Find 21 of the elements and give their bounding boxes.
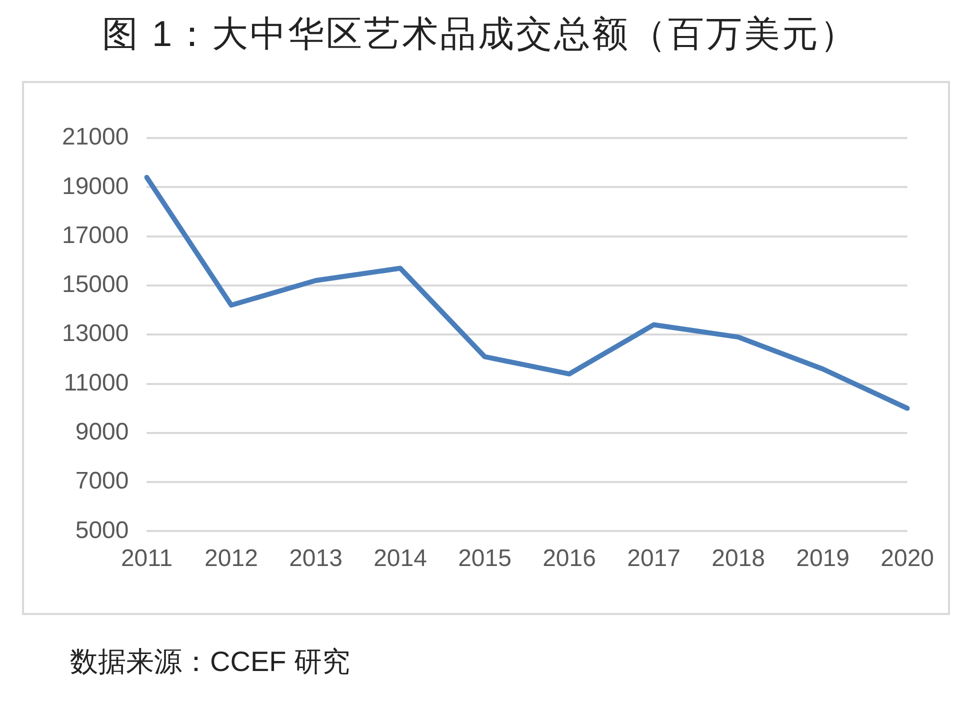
x-tick-label: 2011: [120, 545, 173, 572]
x-tick-label: 2017: [627, 545, 680, 572]
chart-title: 图 1：大中华区艺术品成交总额（百万美元）: [100, 12, 860, 56]
x-tick-label: 2013: [289, 545, 342, 572]
y-tick-label: 19000: [62, 172, 129, 200]
y-tick-label: 15000: [62, 271, 129, 298]
x-tick-label: 2014: [374, 545, 427, 572]
y-tick-label: 21000: [62, 124, 129, 151]
x-tick-label: 2019: [796, 545, 850, 572]
x-tick-label: 2018: [712, 545, 765, 572]
y-tick-label: 9000: [75, 418, 129, 446]
y-tick-label: 13000: [62, 320, 129, 348]
y-tick-label: 7000: [75, 468, 129, 495]
x-tick-label: 2015: [458, 545, 512, 572]
source-note: 数据来源：CCEF 研究: [70, 645, 351, 679]
x-tick-label: 2016: [542, 545, 596, 572]
x-tick-label: 2012: [204, 545, 258, 572]
y-tick-label: 5000: [75, 516, 129, 544]
y-tick-label: 17000: [62, 222, 129, 249]
y-tick-label: 11000: [64, 369, 129, 396]
x-tick-label: 2020: [880, 545, 934, 572]
